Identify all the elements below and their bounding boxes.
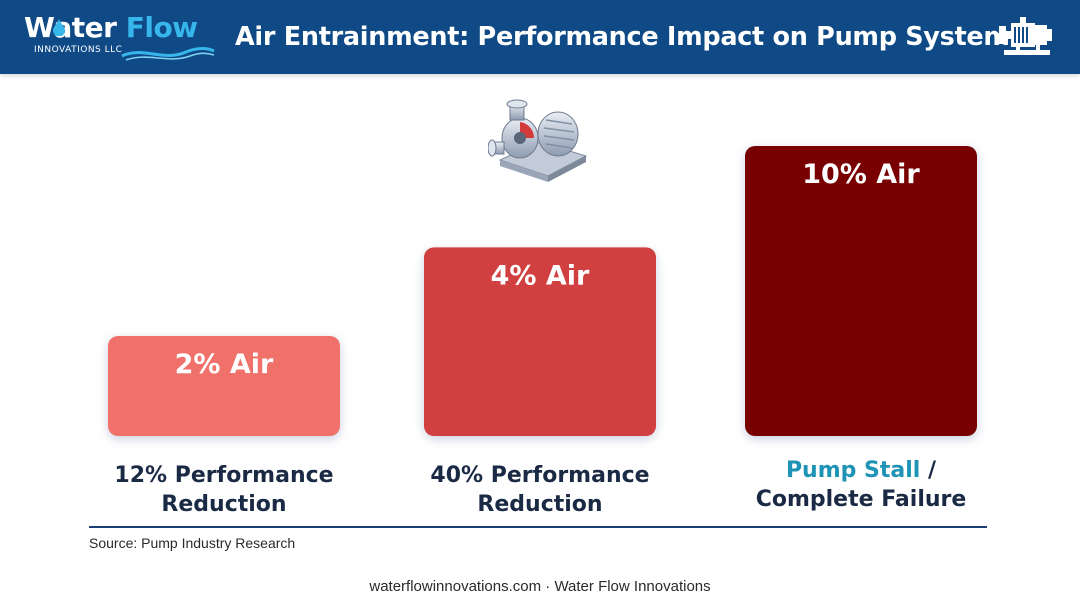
- bar-data-label-1: 2% Air: [175, 349, 274, 380]
- category-label-2-line-2: Reduction: [477, 492, 602, 517]
- logo-word-flow: Flow: [125, 11, 198, 44]
- category-label-3-line-2: Complete Failure: [756, 487, 967, 512]
- company-logo[interactable]: Water Flow INNOVATIONS LLC: [24, 12, 215, 62]
- category-label-3-line-1: Pump Stall /: [786, 458, 937, 483]
- source-note: Source: Pump Industry Research: [89, 535, 296, 551]
- air-entrainment-bar-chart: 2% Air 12% Performance Reduction 4% Air 40% …: [108, 146, 977, 517]
- bar-data-label-2: 4% Air: [491, 260, 590, 291]
- water-drop-icon: [53, 19, 65, 36]
- page-title: Air Entrainment: Performance Impact on P…: [235, 22, 1025, 52]
- category-label-1-line-2: Reduction: [161, 492, 286, 517]
- logo-word-water: Water: [24, 11, 117, 44]
- header-bar: Water Flow INNOVATIONS LLC Air Entrainme…: [0, 0, 1080, 74]
- pump-icon: [999, 17, 1052, 55]
- footer-text[interactable]: waterflowinnovations.com · Water Flow In…: [369, 578, 711, 595]
- category-label-1-line-1: 12% Performance: [114, 463, 333, 488]
- bar-3: [745, 146, 977, 436]
- bar-data-label-3: 10% Air: [802, 159, 920, 190]
- category-label-2-line-1: 40% Performance: [430, 463, 649, 488]
- bar-2: [424, 247, 656, 436]
- chart-baseline: [89, 526, 987, 528]
- centrifugal-pump-icon: [488, 99, 588, 182]
- wave-icon: [121, 47, 215, 61]
- category-label-accent: Pump Stall: [786, 458, 920, 483]
- logo-subtitle: INNOVATIONS LLC: [34, 45, 123, 55]
- logo-wordmark: Water Flow: [24, 12, 198, 44]
- category-label-rest: /: [920, 458, 937, 483]
- bar-1: [108, 336, 340, 436]
